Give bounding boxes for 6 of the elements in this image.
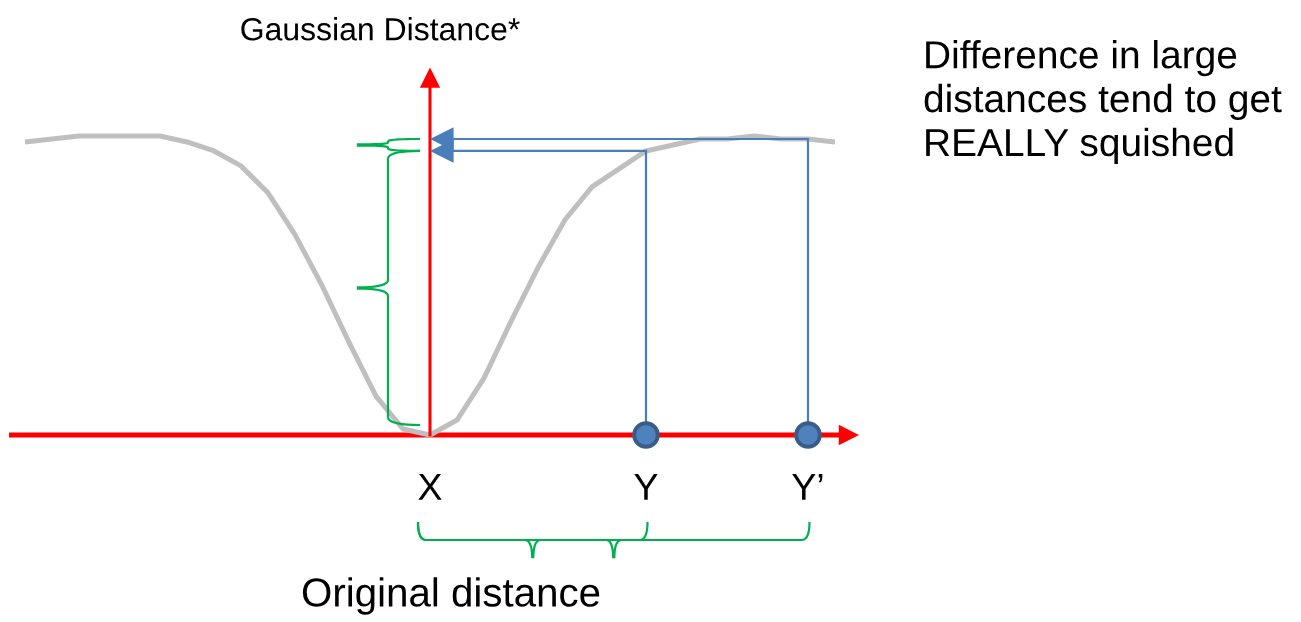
y-axis-title: Gaussian Distance* <box>241 17 520 41</box>
text: Difference in large distances tend to get REALLY squished <box>924 40 1282 164</box>
x-tick-label: X <box>418 473 442 500</box>
x-tick-label: Y <box>634 473 658 500</box>
x-tick-label: Y’ <box>792 473 823 500</box>
x-axis-title: Original distance <box>302 577 600 615</box>
